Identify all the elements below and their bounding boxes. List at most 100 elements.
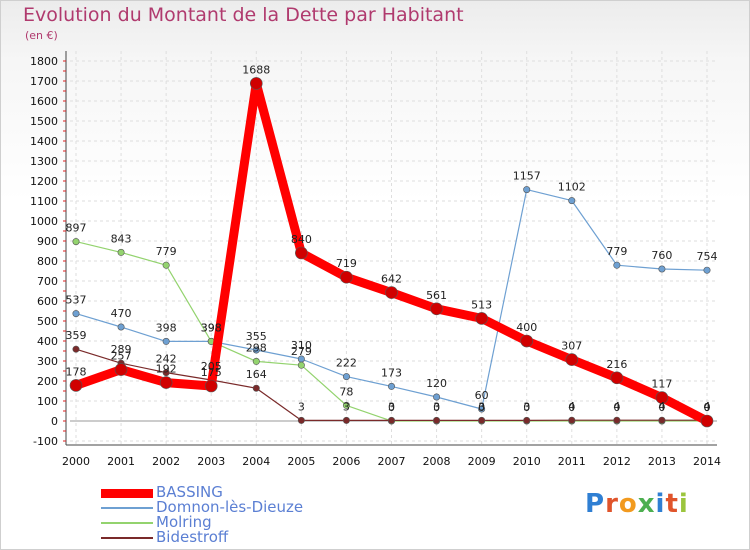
series-point-1 xyxy=(252,346,260,354)
x-tick-label: 2013 xyxy=(648,455,676,468)
data-label-2: 0 xyxy=(704,401,711,414)
series-point-1 xyxy=(342,373,350,381)
data-label-1: 173 xyxy=(381,366,402,379)
y-tick-label: 200 xyxy=(37,375,58,388)
y-tick-label: 100 xyxy=(37,395,58,408)
data-label-0: 840 xyxy=(291,233,312,246)
data-label-2: 0 xyxy=(658,401,665,414)
data-label-2: 298 xyxy=(246,341,267,354)
data-label-2: 0 xyxy=(568,401,575,414)
series-point-0 xyxy=(655,391,669,404)
series-point-0 xyxy=(295,246,308,260)
series-point-2 xyxy=(297,361,305,369)
data-label-2: 78 xyxy=(339,385,353,398)
data-label-1: 355 xyxy=(246,330,267,343)
y-tick-label: 700 xyxy=(37,275,58,288)
data-label-1: 779 xyxy=(606,245,627,258)
series-point-0 xyxy=(340,270,353,284)
x-tick-label: 2004 xyxy=(242,455,270,468)
data-label-2: 0 xyxy=(388,401,395,414)
series-point-3 xyxy=(523,416,531,424)
y-tick-label: 400 xyxy=(37,335,58,348)
legend-swatch xyxy=(101,488,153,498)
series-point-0 xyxy=(114,363,128,376)
series-point-1 xyxy=(703,266,711,274)
data-label-0: 513 xyxy=(471,298,492,311)
data-label-2: 0 xyxy=(433,401,440,414)
legend-swatch xyxy=(101,507,153,509)
legend-label: Domnon-lès-Dieuze xyxy=(156,498,304,516)
series-point-3 xyxy=(342,416,350,424)
data-label-3: 4 xyxy=(658,400,665,413)
series-point-1 xyxy=(72,310,80,318)
x-tick-label: 2014 xyxy=(693,455,721,468)
data-label-3: 3 xyxy=(298,400,305,413)
data-label-3: 3 xyxy=(478,400,485,413)
legend-swatch xyxy=(101,522,153,524)
y-tick-label: 1600 xyxy=(30,95,58,108)
data-label-0: 719 xyxy=(336,257,357,270)
series-point-3 xyxy=(387,416,395,424)
data-label-2: 0 xyxy=(523,401,530,414)
proxiti-logo: Proxiti xyxy=(585,489,689,519)
y-tick-label: 1400 xyxy=(30,135,58,148)
series-point-3 xyxy=(252,384,260,392)
y-tick-label: 300 xyxy=(37,355,58,368)
data-label-1: 1157 xyxy=(513,170,541,183)
series-point-2 xyxy=(252,357,260,365)
x-tick-label: 2001 xyxy=(107,455,135,468)
data-label-2: 398 xyxy=(201,321,222,334)
data-label-1: 760 xyxy=(651,249,672,262)
data-label-3: 3 xyxy=(388,400,395,413)
data-label-2: 0 xyxy=(478,401,485,414)
y-tick-label: 0 xyxy=(51,415,58,428)
y-tick-label: 900 xyxy=(37,235,58,248)
data-label-1: 222 xyxy=(336,357,357,370)
series-point-1 xyxy=(523,186,531,194)
data-label-0: 307 xyxy=(561,340,582,353)
series-point-3 xyxy=(162,369,170,377)
data-label-0: 216 xyxy=(606,358,627,371)
series-point-0 xyxy=(475,312,488,325)
data-label-3: 289 xyxy=(111,343,132,356)
data-label-1: 398 xyxy=(156,321,177,334)
data-label-0: 642 xyxy=(381,273,402,286)
series-point-0 xyxy=(204,379,218,393)
series-point-1 xyxy=(117,323,125,331)
series-point-1 xyxy=(162,337,170,345)
data-label-3: 4 xyxy=(704,400,711,413)
x-tick-label: 2003 xyxy=(197,455,225,468)
data-label-0: 0 xyxy=(704,401,711,414)
data-label-3: 4 xyxy=(568,400,575,413)
legend-label: BASSING xyxy=(156,483,223,501)
data-label-0: 1688 xyxy=(242,63,270,76)
data-label-0: 561 xyxy=(426,289,447,302)
data-label-2: 779 xyxy=(156,245,177,258)
series-point-0 xyxy=(159,376,173,389)
series-point-1 xyxy=(478,405,486,413)
series-point-0 xyxy=(430,302,443,316)
series-point-2 xyxy=(162,261,170,269)
data-label-0: 175 xyxy=(201,366,222,379)
y-tick-label: 1300 xyxy=(30,155,58,168)
x-tick-label: 2012 xyxy=(603,455,631,468)
series-point-3 xyxy=(478,416,486,424)
x-tick-label: 2010 xyxy=(513,455,541,468)
data-label-1: 120 xyxy=(426,377,447,390)
data-label-2: 0 xyxy=(613,401,620,414)
y-tick-label: 1000 xyxy=(30,215,58,228)
legend-swatch xyxy=(101,537,153,539)
y-tick-label: 1200 xyxy=(30,175,58,188)
y-tick-label: 1700 xyxy=(30,75,58,88)
series-point-3 xyxy=(658,416,666,424)
data-label-0: 257 xyxy=(111,350,132,363)
x-tick-label: 2011 xyxy=(558,455,586,468)
data-label-1: 470 xyxy=(111,307,132,320)
series-point-1 xyxy=(613,261,621,269)
series-point-2 xyxy=(117,248,125,256)
series-point-0 xyxy=(610,371,624,385)
data-label-3: 3 xyxy=(523,400,530,413)
y-tick-label: 1800 xyxy=(30,55,58,68)
